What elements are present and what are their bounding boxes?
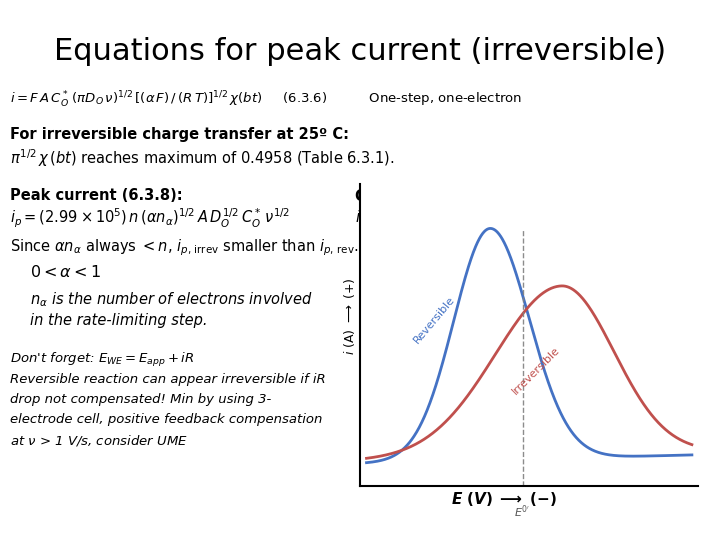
Text: Peak current (6.3.8):: Peak current (6.3.8): (10, 188, 183, 204)
Text: Reversible: Reversible (412, 294, 457, 345)
Text: $i$ (A) $\longrightarrow$ (+): $i$ (A) $\longrightarrow$ (+) (342, 277, 356, 355)
Text: $i_p = (2.69\times10^5)\,n^{3/2}\,A\,D_O^{1/2}\,C_O^*\,\nu^{1/2}$: $i_p = (2.69\times10^5)\,n^{3/2}\,A\,D_O… (355, 206, 596, 230)
Text: $0 < \alpha < 1$: $0 < \alpha < 1$ (30, 264, 101, 280)
Text: in the rate-limiting step.: in the rate-limiting step. (30, 313, 207, 327)
Text: $n_\alpha$ is the number of electrons involved: $n_\alpha$ is the number of electrons in… (30, 291, 313, 309)
Text: electrode cell, positive feedback compensation: electrode cell, positive feedback compen… (10, 414, 323, 427)
Text: $i = F\,A\,C_O^*\,(\pi D_O\,\nu)^{1/2}\,[(\alpha\,F)\,/\,(R\,T)]^{1/2}\,\chi(bt): $i = F\,A\,C_O^*\,(\pi D_O\,\nu)^{1/2}\,… (10, 90, 522, 110)
Text: Equations for peak current (irreversible): Equations for peak current (irreversible… (54, 37, 666, 66)
Text: For irreversible charge transfer at 25º C:: For irreversible charge transfer at 25º … (10, 127, 349, 143)
Text: $\boldsymbol{E}$ $\boldsymbol{(V)}$ $\boldsymbol{\longrightarrow}$ $\boldsymbol{: $\boldsymbol{E}$ $\boldsymbol{(V)}$ $\bo… (451, 490, 557, 509)
Text: Reversible reaction can appear irreversible if iR: Reversible reaction can appear irreversi… (10, 374, 325, 387)
Text: drop not compensated! Min by using 3-: drop not compensated! Min by using 3- (10, 394, 271, 407)
Text: $E^{0'}$: $E^{0'}$ (514, 504, 531, 521)
Text: Irreversible: Irreversible (510, 345, 562, 397)
Text: Compare to (6.2.19):: Compare to (6.2.19): (355, 188, 527, 204)
Text: $\pi^{1/2}\,\chi\,(bt)$ reaches maximum of 0.4958 (Table 6.3.1).: $\pi^{1/2}\,\chi\,(bt)$ reaches maximum … (10, 147, 395, 169)
Text: $i_p = (2.99\times10^5)\,n\,(\alpha n_\alpha)^{1/2}\,A\,D_O^{1/2}\,C_O^*\,\nu^{1: $i_p = (2.99\times10^5)\,n\,(\alpha n_\a… (10, 206, 290, 230)
Text: at $\nu$ > 1 V/s, consider UME: at $\nu$ > 1 V/s, consider UME (10, 433, 188, 448)
Text: Don't forget: $E_{WE} = E_{app} + iR$: Don't forget: $E_{WE} = E_{app} + iR$ (10, 351, 194, 369)
Text: Since $\alpha n_\alpha$ always $< n$, $i_{p,\,\mathrm{irrev}}$ smaller than $i_{: Since $\alpha n_\alpha$ always $< n$, $i… (10, 238, 359, 258)
